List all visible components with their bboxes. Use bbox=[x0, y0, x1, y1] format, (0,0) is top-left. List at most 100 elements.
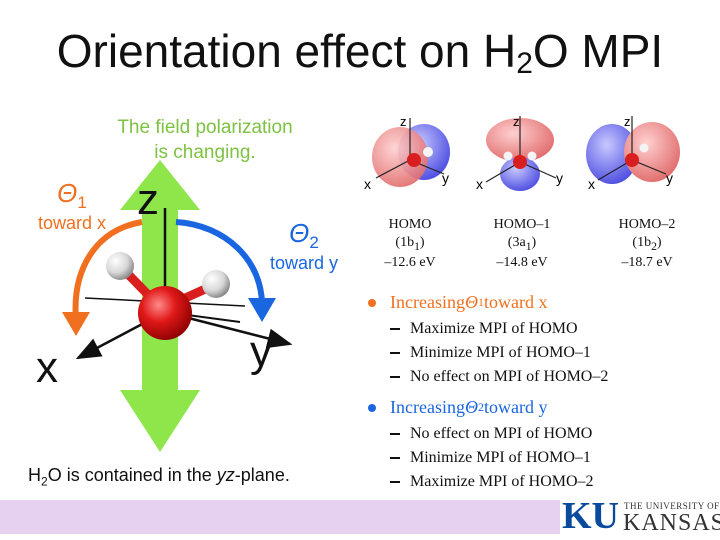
z-axis-label: z bbox=[137, 175, 159, 224]
bullet-dot bbox=[368, 298, 376, 307]
homo-1-x-label: x bbox=[476, 176, 483, 192]
theta1-arc bbox=[72, 219, 143, 321]
bullet-item-text: Maximize MPI of HOMO–2 bbox=[410, 473, 594, 490]
orbital-symmetry: (3a1) bbox=[467, 234, 577, 254]
orbital-name: HOMO–2 bbox=[618, 217, 676, 232]
slide-title: Orientation effect on H2O MPI bbox=[0, 28, 720, 79]
hydrogen-atom-left bbox=[106, 252, 134, 280]
bullet-item: No effect on MPI of HOMO–2 bbox=[368, 365, 608, 389]
heading-text: Increasing bbox=[390, 292, 465, 312]
bullet-item-text: No effect on MPI of HOMO–2 bbox=[410, 368, 609, 385]
bullet-item-text: Minimize MPI of HOMO–1 bbox=[410, 344, 591, 361]
homo-1-caption: HOMO–1 (3a1) –14.8 eV bbox=[467, 216, 577, 271]
university-logo: KU THE UNIVERSITY OF KANSAS bbox=[560, 495, 720, 540]
dash-marker bbox=[390, 328, 400, 330]
symmetry-text: (1b bbox=[632, 234, 652, 250]
water-molecule-diagram bbox=[62, 160, 293, 452]
logo-line1: THE UNIVERSITY OF bbox=[624, 501, 720, 511]
symmetry-text: (1b bbox=[395, 234, 415, 250]
title-text-end: O MPI bbox=[532, 25, 664, 77]
dash-marker bbox=[390, 457, 400, 459]
theta1-subscript: 1 bbox=[77, 193, 87, 213]
homo-2-x-label: x bbox=[588, 176, 595, 192]
field-label-line2: is changing. bbox=[154, 141, 256, 163]
theta1-label: Θ1 toward x bbox=[22, 178, 122, 234]
dash-marker bbox=[390, 481, 400, 483]
homo-1-y-label: y bbox=[556, 170, 563, 186]
bullet-item: Minimize MPI of HOMO–1 bbox=[368, 446, 594, 470]
bullet-item: No effect on MPI of HOMO bbox=[368, 422, 594, 446]
symmetry-close: ) bbox=[531, 234, 537, 250]
bullet-item: Minimize MPI of HOMO–1 bbox=[368, 341, 608, 365]
caption-h: H bbox=[28, 465, 41, 485]
homo-caption: HOMO (1b1) –12.6 eV bbox=[355, 216, 465, 271]
theta2-arrowhead bbox=[248, 298, 276, 322]
homo-2-orbital bbox=[586, 116, 680, 184]
logo-line2: KANSAS bbox=[623, 510, 720, 536]
symmetry-subscript: 1 bbox=[414, 239, 420, 253]
theta2-label: Θ2 toward y bbox=[254, 218, 354, 274]
orbital-name: HOMO bbox=[388, 217, 432, 232]
orbital-symmetry: (1b1) bbox=[355, 234, 465, 254]
dash-marker bbox=[390, 376, 400, 378]
heading-text: Increasing bbox=[390, 397, 465, 417]
heading-theta: Θ bbox=[464, 397, 478, 417]
symmetry-subscript: 1 bbox=[525, 239, 532, 253]
hydrogen-atom-right bbox=[202, 270, 230, 298]
title-text: Orientation effect on H bbox=[56, 25, 517, 77]
dash-marker bbox=[390, 433, 400, 435]
homo-2-caption: HOMO–2 (1b2) –18.7 eV bbox=[592, 216, 702, 271]
theta2-direction: toward y bbox=[269, 253, 339, 274]
theta2-arc bbox=[175, 219, 265, 306]
oxygen-atom bbox=[138, 286, 192, 340]
bullet-dot bbox=[368, 403, 376, 412]
caption-subscript: 2 bbox=[41, 474, 48, 489]
homo-y-label: y bbox=[442, 170, 449, 186]
caption-end: -plane. bbox=[234, 465, 290, 485]
theta1-direction: toward x bbox=[37, 213, 107, 234]
orbital-images bbox=[372, 116, 680, 191]
heading-suffix: toward y bbox=[483, 397, 548, 417]
homo-2-y-label: y bbox=[666, 170, 673, 186]
orbital-energy: –12.6 eV bbox=[384, 254, 436, 270]
orbital-name: HOMO–1 bbox=[493, 217, 551, 232]
theta1-arrowhead bbox=[62, 312, 90, 336]
bullet-item-text: Maximize MPI of HOMO bbox=[410, 320, 578, 337]
ku-monogram: KU bbox=[562, 495, 619, 537]
orbital-energy: –18.7 eV bbox=[621, 254, 673, 270]
symmetry-close: ) bbox=[656, 234, 662, 250]
bullet-item: Maximize MPI of HOMO–2 bbox=[368, 470, 594, 494]
dash-marker bbox=[390, 352, 400, 354]
bullet-item: Maximize MPI of HOMO bbox=[368, 317, 608, 341]
heading-theta: Θ bbox=[464, 292, 478, 312]
x-axis-label: x bbox=[36, 343, 58, 392]
heading-subscript: 2 bbox=[477, 400, 484, 414]
bullet-item-text: No effect on MPI of HOMO bbox=[410, 425, 593, 442]
caption-middle: O is contained in the bbox=[47, 465, 217, 485]
orbital-symmetry: (1b2) bbox=[592, 234, 702, 254]
field-polarization-label: The field polarization is changing. bbox=[100, 116, 310, 165]
theta1-symbol: Θ bbox=[57, 178, 78, 208]
homo-1-orbital bbox=[485, 116, 557, 191]
y-axis-label: y bbox=[250, 327, 272, 376]
symmetry-close: ) bbox=[419, 234, 425, 250]
bullet-item-text: Minimize MPI of HOMO–1 bbox=[410, 449, 591, 466]
heading-subscript: 1 bbox=[477, 295, 484, 309]
theta2-symbol: Θ bbox=[289, 218, 310, 248]
theta2-subscript: 2 bbox=[309, 233, 319, 253]
homo-2-z-label: z bbox=[624, 114, 631, 129]
caption-plane: yz bbox=[216, 465, 235, 485]
symmetry-subscript: 2 bbox=[651, 239, 657, 253]
field-label-line1: The field polarization bbox=[117, 117, 293, 138]
symmetry-text: (3a bbox=[507, 234, 526, 250]
plane-caption: H2O is contained in the yz-plane. bbox=[28, 465, 290, 489]
orbital-energy: –14.8 eV bbox=[496, 254, 548, 270]
homo-1-z-label: z bbox=[513, 114, 520, 129]
homo-z-label: z bbox=[400, 114, 407, 129]
homo-x-label: x bbox=[364, 176, 371, 192]
title-subscript: 2 bbox=[516, 47, 533, 80]
